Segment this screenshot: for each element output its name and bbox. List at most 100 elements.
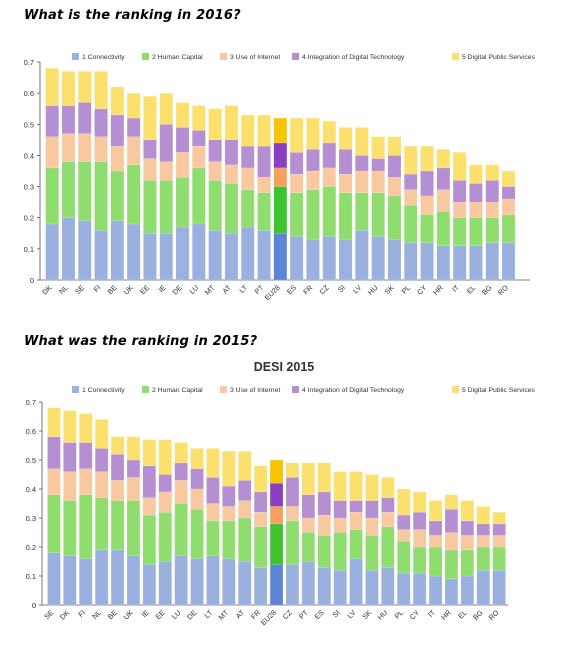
bar-ro-series-2 — [501, 214, 516, 243]
bar-hr-series-5 — [444, 494, 459, 510]
bar-be-series-3 — [110, 480, 125, 501]
legend-label-3: 3 Use of Internet — [230, 54, 280, 61]
x-tick-label: MT — [217, 608, 231, 622]
bar-uk-series-1 — [126, 223, 141, 281]
bar-hu-series-1 — [371, 236, 385, 281]
bar-dk-series-3 — [45, 136, 59, 169]
bar-si-series-4 — [333, 500, 347, 519]
x-tick-label: RO — [487, 608, 501, 622]
bar-cy-series-1 — [413, 572, 427, 606]
bar-el-series-5 — [469, 164, 483, 184]
bar-ro-series-3 — [492, 535, 506, 548]
bar-sk-series-4 — [365, 500, 379, 519]
bar-sk-series-5 — [365, 474, 379, 501]
bar-cz-series-2 — [322, 186, 337, 237]
bar-eu28-series-2 — [269, 523, 284, 565]
legend-swatch-1 — [72, 53, 79, 60]
bar-pt-series-4 — [257, 145, 271, 178]
bar-be-series-4 — [110, 114, 125, 147]
bar-ro-series-1 — [501, 242, 516, 281]
bar-mt-series-3 — [208, 161, 222, 181]
bar-hu-series-4 — [371, 158, 385, 172]
x-tick-label: BE — [106, 608, 119, 621]
x-tick-label: LV — [351, 283, 363, 295]
bar-nl-series-1 — [61, 217, 76, 281]
x-tick-label: SE — [73, 283, 86, 296]
bar-cz-series-1 — [285, 564, 300, 606]
heading-2015: What was the ranking in 2015? — [24, 334, 258, 349]
bar-si-series-1 — [333, 569, 347, 606]
bar-pt-series-5 — [301, 462, 315, 496]
x-tick-label: FI — [76, 608, 87, 619]
x-tick-label: SI — [336, 283, 347, 294]
bar-lu-series-3 — [192, 145, 206, 169]
bar-pt-series-4 — [301, 494, 315, 519]
bar-cz-series-3 — [285, 506, 300, 522]
bar-pt-series-2 — [257, 192, 271, 231]
bar-at-series-2 — [238, 517, 252, 562]
bar-fi-series-4 — [94, 108, 108, 137]
bar-cz-series-5 — [285, 462, 300, 478]
y-tick-label: 0.3 — [24, 183, 34, 192]
bar-es-series-2 — [317, 535, 331, 568]
bar-hr-series-2 — [436, 211, 451, 246]
legend-swatch-3 — [220, 53, 227, 60]
bar-si-series-4 — [338, 148, 353, 175]
bar-lu-series-3 — [174, 480, 188, 504]
bar-nl-series-2 — [61, 161, 76, 218]
bar-pl-series-1 — [397, 572, 411, 606]
bar-eu28-series-4 — [269, 482, 284, 507]
bar-lu-series-5 — [192, 105, 206, 131]
bar-el-series-5 — [460, 500, 474, 522]
bar-el-series-3 — [460, 535, 474, 551]
x-tick-label: HR — [439, 608, 453, 622]
bar-pl-series-3 — [397, 529, 411, 542]
bar-hr-series-1 — [444, 578, 459, 606]
bar-bg-series-1 — [476, 569, 490, 606]
x-tick-label: UK — [122, 283, 136, 297]
bar-it-series-3 — [452, 201, 467, 218]
x-tick-label: NL — [90, 608, 103, 621]
bar-se-series-2 — [47, 494, 61, 554]
bar-pl-series-2 — [404, 205, 418, 243]
bar-hu-series-5 — [381, 477, 395, 498]
legend-swatch-2 — [142, 386, 149, 393]
x-tick-label: PL — [393, 608, 406, 621]
bar-es-series-5 — [289, 117, 304, 153]
bar-lv-series-5 — [349, 471, 363, 501]
x-tick-label: LU — [187, 283, 200, 296]
y-tick-label: 0.5 — [24, 120, 34, 129]
bar-dk-series-1 — [63, 555, 77, 606]
bar-ro-series-3 — [501, 198, 516, 215]
bar-nl-series-3 — [61, 133, 76, 162]
bar-hu-series-5 — [371, 136, 385, 159]
bar-be-series-1 — [110, 220, 125, 281]
bar-cz-series-1 — [322, 236, 337, 281]
bar-it-series-5 — [452, 152, 467, 181]
bar-at-series-5 — [224, 105, 239, 141]
bar-hr-series-4 — [444, 509, 459, 533]
bar-at-series-1 — [238, 561, 252, 606]
bar-lv-series-2 — [349, 529, 363, 559]
bar-hr-series-2 — [444, 549, 459, 580]
x-tick-label: CY — [415, 283, 429, 297]
bar-de-series-3 — [175, 152, 190, 178]
x-tick-label: IT — [426, 608, 437, 619]
bar-hu-series-2 — [381, 526, 395, 568]
bar-fr-series-1 — [253, 567, 268, 606]
bar-ie-series-1 — [142, 564, 156, 606]
bar-dk-series-1 — [45, 223, 59, 281]
bar-lt-series-5 — [206, 448, 220, 478]
legend-label-1: 1 Connectivity — [82, 54, 125, 61]
bar-el-series-3 — [469, 201, 483, 218]
legend-swatch-3 — [220, 386, 227, 393]
bar-pl-series-3 — [404, 189, 418, 206]
bar-dk-series-3 — [63, 471, 77, 501]
bar-de-series-5 — [175, 102, 190, 128]
bar-cy-series-1 — [420, 242, 434, 281]
legend-swatch-2 — [142, 53, 149, 60]
x-tick-label: AT — [220, 283, 233, 296]
bar-fr-series-5 — [306, 117, 320, 150]
bar-bg-series-1 — [485, 242, 500, 281]
bar-sk-series-1 — [365, 569, 379, 606]
